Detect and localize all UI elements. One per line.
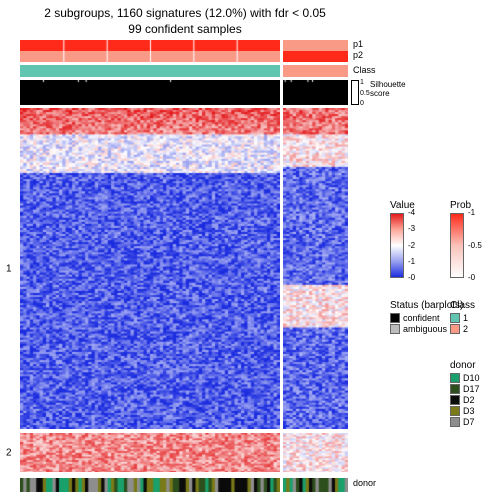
label-donor: donor: [353, 478, 376, 488]
legend-class: Class12: [450, 300, 475, 335]
silhouette-2: [283, 80, 348, 105]
heatmap-second-g2: [283, 433, 348, 472]
main-title: 2 subgroups, 1160 signatures (12.0%) wit…: [0, 6, 370, 20]
row-group-1-label: 1: [6, 263, 12, 274]
label-class: Class: [353, 65, 376, 75]
p2-track-2: [283, 51, 348, 62]
class-track-2: [283, 65, 348, 77]
p1-track-1: [20, 40, 280, 51]
legend-prob: Prob -1-0.5-0: [450, 200, 471, 278]
p2-track-1: [20, 51, 280, 62]
heatmap-main-g1: [20, 108, 280, 429]
label-p1: p1: [353, 39, 363, 49]
heatmap-second-g1: [283, 108, 348, 429]
silhouette-1: [20, 80, 280, 105]
heatmap-main-g2: [20, 433, 280, 472]
donor-track-1: [20, 478, 280, 492]
sub-title: 99 confident samples: [0, 22, 370, 36]
donor-track-2: [283, 478, 348, 492]
label-p2: p2: [353, 50, 363, 60]
legend-value: Value -4-3-2-1-0: [390, 200, 415, 278]
legend-donor: donorD10D17D2D3D7: [450, 360, 480, 428]
label-silhouette: Silhouette score: [370, 80, 406, 98]
row-group-2-label: 2: [6, 448, 12, 459]
p1-track-2: [283, 40, 348, 51]
class-track-1: [20, 65, 280, 77]
silhouette-axis: 1 0.5 0: [351, 80, 359, 105]
